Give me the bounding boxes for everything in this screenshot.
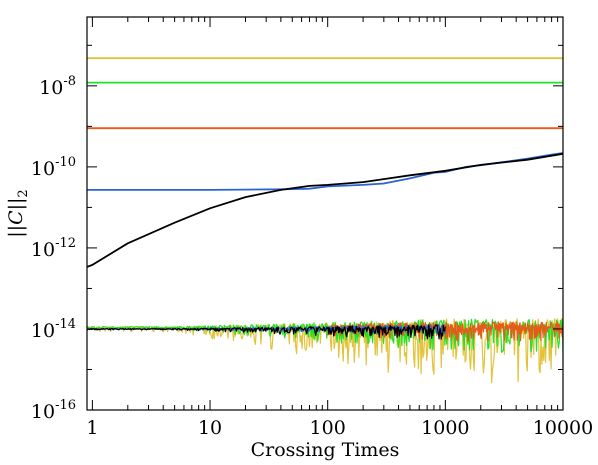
y-tick-exponent: -12 — [55, 236, 76, 251]
x-axis-label: Crossing Times — [251, 439, 400, 461]
y-tick-base: 10 — [39, 77, 63, 99]
series-4-line-line — [87, 152, 563, 268]
x-tick-label: 10 — [198, 417, 222, 439]
series-9-noise-line — [87, 324, 446, 340]
x-tick-label: 1000 — [421, 417, 469, 439]
y-tick-exponent: -16 — [55, 398, 76, 413]
y-tick-label: 10-8 — [39, 74, 76, 99]
y-tick-exponent: -10 — [55, 155, 76, 170]
y-tick-base: 10 — [31, 401, 55, 423]
y-tick-base: 10 — [31, 158, 55, 180]
series-layer — [87, 57, 563, 384]
y-tick-exponent: -8 — [63, 74, 76, 89]
y-axis-label-main: ||C|| — [5, 198, 27, 238]
y-tick-label: 10-16 — [31, 398, 76, 423]
y-tick-exponent: -14 — [55, 317, 76, 332]
x-tick-label: 10000 — [533, 417, 593, 439]
plot-frame — [86, 16, 564, 411]
y-tick-label: 10-14 — [31, 317, 76, 342]
y-tick-label: 10-10 — [31, 155, 76, 180]
x-tick-label: 100 — [310, 417, 346, 439]
y-axis-label: ||C||2 — [5, 189, 31, 237]
y-tick-base: 10 — [31, 320, 55, 342]
y-tick-base: 10 — [31, 239, 55, 261]
y-axis-label-subscript: 2 — [16, 189, 31, 197]
x-tick-label: 1 — [86, 417, 98, 439]
y-tick-label: 10-12 — [31, 236, 76, 261]
